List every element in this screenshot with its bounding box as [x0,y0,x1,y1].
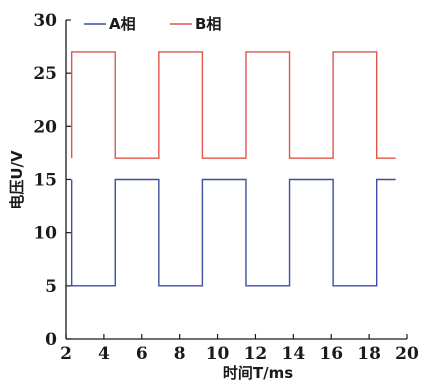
x-tick-label: 2 [60,344,72,364]
y-tick-label: 5 [45,277,57,297]
plot-area [70,51,396,287]
x-tick-label: 14 [281,344,305,364]
y-axis-label: 电压U/V [8,150,26,210]
y-tick-label: 25 [33,64,57,84]
y-axis: 0 5 10 15 20 25 30 [33,11,71,350]
x-tick-label: 16 [319,344,343,364]
x-axis: 2 4 6 8 10 12 14 16 18 20 [60,334,419,364]
series-line-a [70,178,396,287]
series-line-b [70,51,396,159]
y-tick-label: 20 [33,117,57,137]
x-tick-label: 18 [357,344,381,364]
legend-label: B相 [195,15,221,33]
x-tick-label: 10 [206,344,230,364]
x-tick-label: 20 [395,344,419,364]
y-tick-label: 10 [33,224,57,244]
x-tick-label: 4 [98,344,110,364]
y-tick-label: 30 [33,11,57,31]
legend-label: A相 [109,15,136,33]
x-axis-label: 时间T/ms [223,364,293,381]
y-tick-label: 15 [33,171,57,191]
x-tick-label: 6 [136,344,148,364]
x-tick-label: 8 [174,344,186,364]
legend: A相 B相 [84,15,221,33]
y-tick-label: 0 [45,330,57,350]
x-tick-label: 12 [244,344,268,364]
